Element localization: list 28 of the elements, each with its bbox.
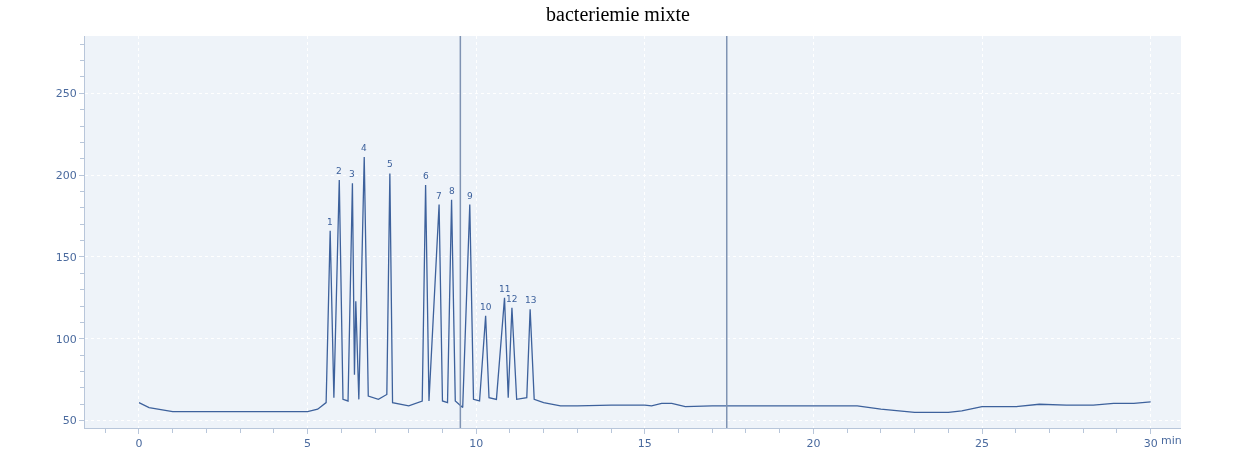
annotation: 6: [423, 171, 429, 181]
annotation: 9: [467, 191, 473, 201]
y-tick-label: 150: [55, 250, 77, 264]
chart-title: bacteriemie mixte: [546, 2, 691, 25]
annotation: 10: [480, 302, 492, 312]
y-tick-label: 200: [55, 168, 77, 182]
annotation: 3: [349, 169, 355, 179]
annotation: 4: [361, 143, 367, 153]
line-series: [138, 156, 1152, 414]
x-tick-label: 30: [1143, 437, 1158, 451]
annotation: 13: [525, 295, 537, 305]
y-tick-label: 250: [55, 87, 77, 101]
annotation: 7: [436, 191, 442, 201]
annotation: 11: [499, 284, 511, 294]
x-tick-label: 5: [304, 437, 312, 451]
x-tick-label: 20: [806, 437, 821, 451]
x-tick-label: 25: [975, 437, 990, 451]
annotation: 12: [506, 294, 518, 304]
x-tick-label: 0: [135, 437, 143, 451]
annotation: 5: [387, 159, 393, 169]
y-tick-label: 100: [55, 332, 77, 346]
annotation: 2: [336, 166, 342, 176]
x-axis-title: min: [1161, 434, 1182, 447]
x-tick-label: 15: [637, 437, 652, 451]
annotation: 8: [449, 186, 455, 196]
y-tick-label: 50: [62, 414, 77, 428]
x-tick-label: 10: [469, 437, 484, 451]
annotation: 1: [327, 217, 333, 227]
